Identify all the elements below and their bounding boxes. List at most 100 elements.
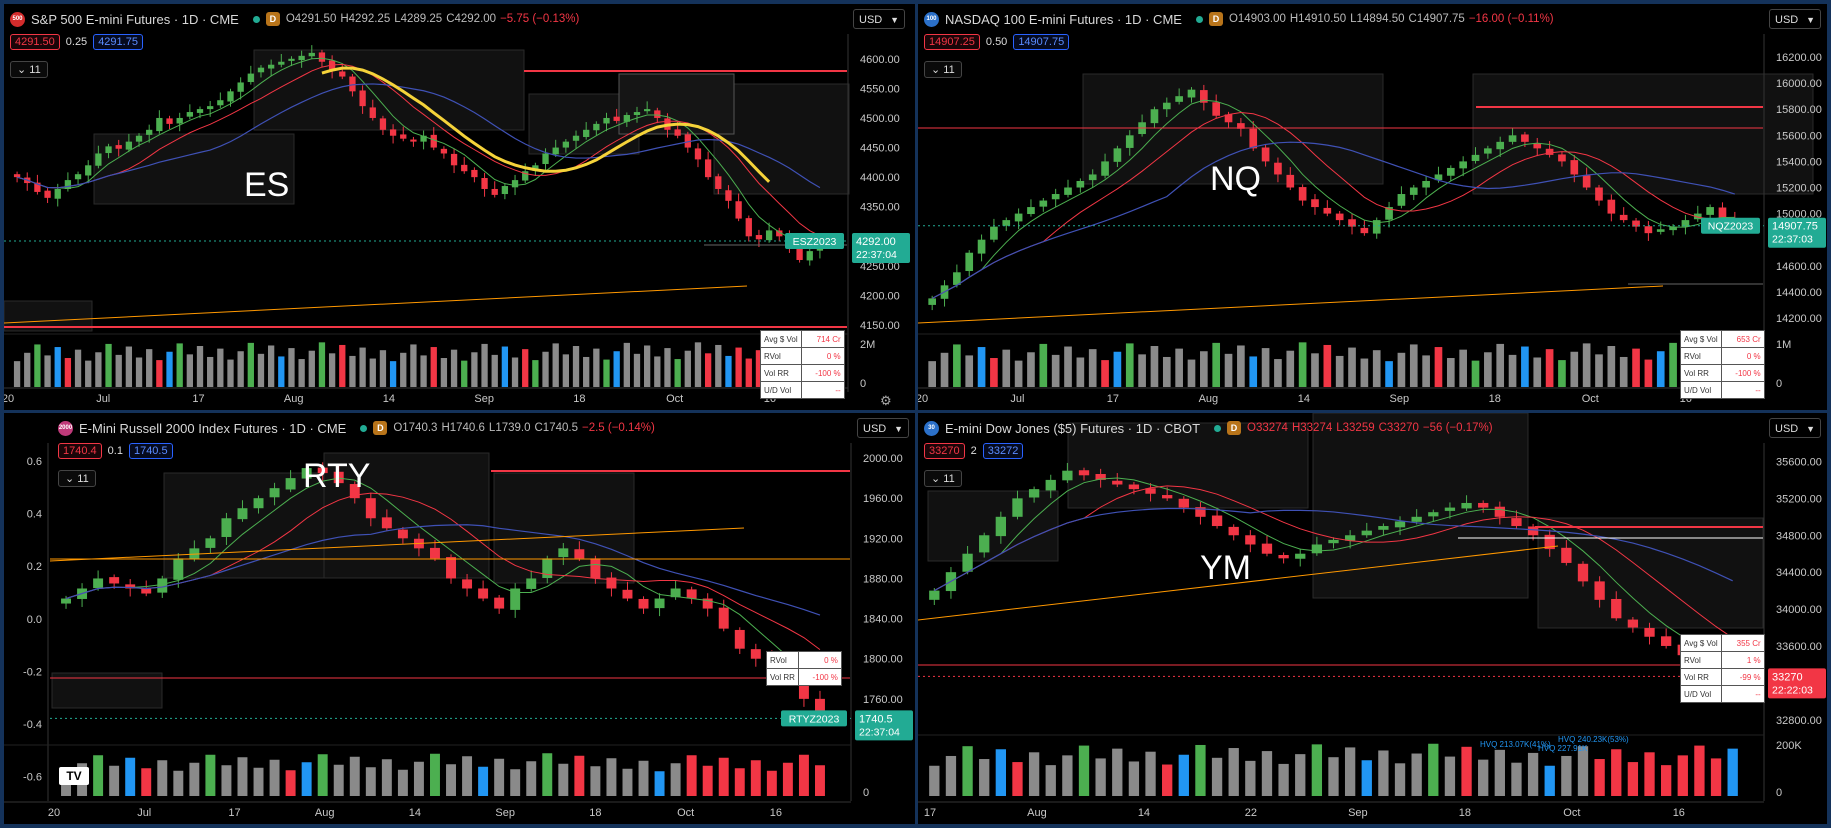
ask-price[interactable]: 1740.5 <box>128 443 173 459</box>
candle-body <box>1228 526 1239 536</box>
time-tick-label: 14 <box>409 807 421 819</box>
volume-bar <box>397 769 408 796</box>
es-chart-svg[interactable]: 4150.004200.004250.004300.004350.004400.… <box>4 4 915 410</box>
candle-body <box>674 129 681 136</box>
chart-pane-nq[interactable]: 14200.0014400.0014600.0014800.0015000.00… <box>918 4 1827 410</box>
candle-body <box>1669 226 1677 231</box>
volume-bar <box>1478 759 1489 796</box>
bid-price[interactable]: 33270 <box>924 443 965 459</box>
range-box <box>1472 73 1814 195</box>
candle-body <box>1533 143 1542 149</box>
chevron-down-icon: ▼ <box>1806 424 1815 434</box>
tradingview-logo-icon[interactable]: TV <box>59 767 89 785</box>
volume-bar <box>494 758 505 796</box>
chart-title[interactable]: E-Mini Russell 2000 Index Futures · 1D ·… <box>79 420 347 436</box>
currency-select[interactable]: USD ▼ <box>857 418 909 438</box>
currency-select[interactable]: USD ▼ <box>853 9 905 29</box>
volume-bar <box>1323 344 1332 387</box>
chart-title[interactable]: NASDAQ 100 E-mini Futures · 1D · CME <box>945 11 1182 27</box>
candle-body <box>552 147 559 155</box>
candle-body <box>654 598 665 609</box>
spread: 0.1 <box>107 445 123 457</box>
bid-price[interactable]: 1740.4 <box>58 443 102 459</box>
candle-body <box>1039 200 1048 207</box>
ask-price[interactable]: 33272 <box>982 443 1024 459</box>
chart-pane-ym[interactable]: 32800.0033200.0033600.0034000.0034400.00… <box>918 413 1827 824</box>
volume-bar <box>1212 342 1221 387</box>
volume-bar <box>1361 760 1372 796</box>
candle-body <box>369 107 376 118</box>
volume-bar <box>318 342 326 387</box>
candle-body <box>1348 219 1356 227</box>
chart-title[interactable]: E-mini Dow Jones ($5) Futures · 1D · CBO… <box>945 420 1201 436</box>
volume-bar <box>542 753 553 796</box>
time-tick-label: Aug <box>315 807 335 819</box>
volume-bar <box>1175 348 1183 387</box>
bid-ask-widget[interactable]: 33270 2 33272 <box>924 443 1024 459</box>
volume-scale-label: 1M <box>1776 339 1791 351</box>
candle-body <box>1558 154 1566 162</box>
ym-chart-svg[interactable]: 32800.0033200.0033600.0034000.0034400.00… <box>918 413 1827 824</box>
candle-body <box>339 71 346 77</box>
volume-bar <box>173 770 184 796</box>
candle-body <box>1162 495 1173 499</box>
volume-bar <box>1178 754 1189 796</box>
candle-body <box>558 548 569 558</box>
time-tick-label: Sep <box>1390 393 1410 405</box>
price-tick-label: 35600.00 <box>1776 456 1822 468</box>
currency-select[interactable]: USD ▼ <box>1769 418 1821 438</box>
bid-price[interactable]: 4291.50 <box>10 34 60 50</box>
volume-bar <box>237 351 244 387</box>
candle-body <box>1113 148 1122 162</box>
volume-bar <box>1128 761 1140 796</box>
chevron-down-icon: ▼ <box>1806 15 1815 25</box>
chart-pane-es[interactable]: 4150.004200.004250.004300.004350.004400.… <box>4 4 915 410</box>
ask-price[interactable]: 14907.75 <box>1013 34 1070 50</box>
time-tick-label: 22 <box>1245 807 1257 819</box>
volume-bar <box>1577 746 1589 796</box>
left-scale-label: 0.2 <box>27 561 42 573</box>
candle-body <box>1508 135 1517 142</box>
indicators-collapse-button[interactable]: ⌄ 11 <box>58 470 96 487</box>
volume-bar <box>928 361 937 387</box>
volume-bar <box>1298 342 1307 387</box>
candle-body <box>606 577 617 589</box>
volume-bar <box>1224 353 1233 387</box>
volume-bar <box>1544 765 1555 796</box>
bid-price[interactable]: 14907.25 <box>924 34 980 50</box>
bid-ask-widget[interactable]: 4291.50 0.25 4291.75 <box>10 34 143 50</box>
volume-bar <box>1669 342 1677 387</box>
bid-ask-widget[interactable]: 14907.25 0.50 14907.75 <box>924 34 1070 50</box>
price-tick-label: 16200.00 <box>1776 52 1822 64</box>
volume-bar <box>1261 751 1273 796</box>
bid-ask-widget[interactable]: 1740.4 0.1 1740.5 <box>58 443 173 459</box>
indicators-collapse-button[interactable]: ⌄ 11 <box>924 470 962 487</box>
hvq-label: HVQ 213.07K(41%) <box>1480 740 1551 749</box>
indicators-collapse-button[interactable]: ⌄ 11 <box>10 61 48 78</box>
ask-price[interactable]: 4291.75 <box>93 34 143 50</box>
volume-bar <box>389 361 397 387</box>
candle-body <box>1328 539 1339 544</box>
currency-select[interactable]: USD ▼ <box>1769 9 1821 29</box>
range-box <box>1312 413 1529 599</box>
delayed-data-icon: D <box>1227 421 1242 435</box>
volume-bar <box>1062 755 1073 796</box>
ohlc-values: O14903.00 H14910.50 L14894.50 C14907.75 −16.… <box>1228 13 1554 25</box>
candle-body <box>1125 135 1134 148</box>
candle-body <box>755 235 763 240</box>
rty-chart-svg[interactable]: 1760.00 1800.00 1840.00 1880.00 1920.00 1960.… <box>4 413 915 824</box>
volume-bar <box>1113 351 1122 387</box>
indicators-collapse-button[interactable]: ⌄ 11 <box>924 61 962 78</box>
chart-title[interactable]: S&P 500 E-mini Futures · 1D · CME <box>31 11 239 27</box>
volume-bar <box>1211 757 1223 796</box>
volume-bar <box>1511 762 1522 796</box>
volume-bar <box>247 342 254 387</box>
chart-header: 30 E-mini Dow Jones ($5) Futures · 1D · … <box>924 418 1497 438</box>
candle-body <box>622 589 633 599</box>
volume-bar <box>257 353 265 387</box>
candle-body <box>522 171 529 181</box>
chart-pane-rty[interactable]: 1760.00 1800.00 1840.00 1880.00 1920.00 1960.… <box>4 413 915 824</box>
spread: 0.50 <box>985 36 1008 48</box>
settings-gear-icon[interactable]: ⚙ <box>880 393 892 408</box>
candle-body <box>400 134 407 139</box>
